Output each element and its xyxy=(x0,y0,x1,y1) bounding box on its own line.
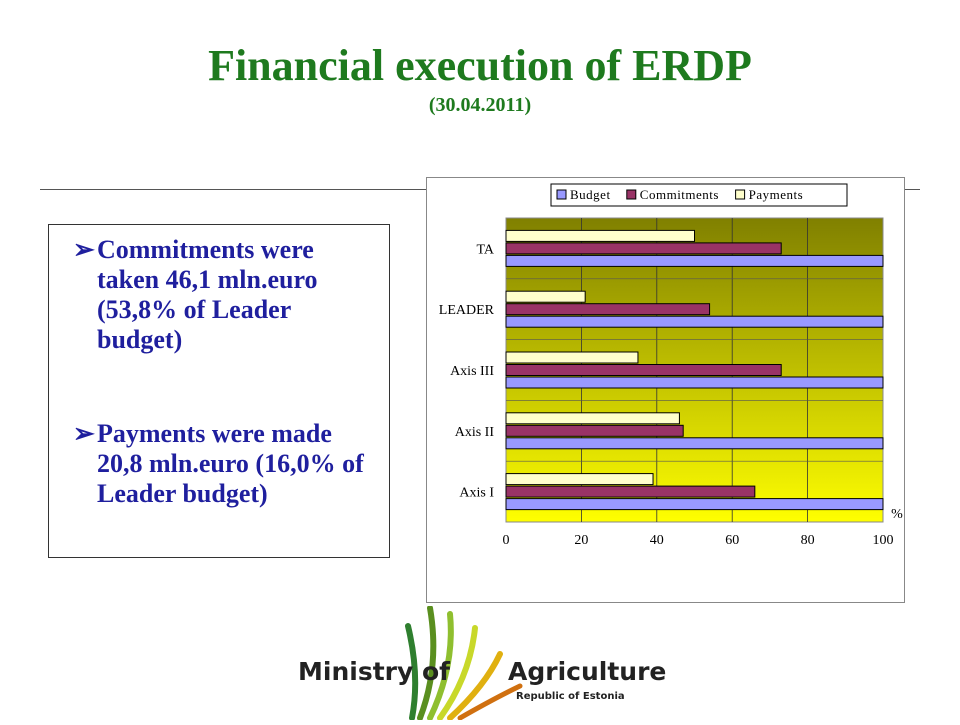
category-label: Axis III xyxy=(450,364,494,379)
x-tick-label: 40 xyxy=(650,533,664,548)
bullet-text: Commitments were taken 46,1 mln.euro (53… xyxy=(97,235,318,354)
bar-commitments xyxy=(505,242,782,255)
legend-label: Budget xyxy=(570,187,611,202)
logo-left-text: Ministry of xyxy=(298,657,451,686)
bar-payments xyxy=(505,290,586,303)
legend-box xyxy=(550,183,848,207)
legend-swatch xyxy=(556,189,567,200)
category-label: Axis II xyxy=(455,425,495,440)
chart-frame: 0 20 40 60 80 100% TA LEADER Axis III Axis II Axis… xyxy=(426,177,905,603)
x-tick-label: 0 xyxy=(503,533,510,548)
slide-subtitle: (30.04.2011) xyxy=(428,94,532,116)
x-unit-label: % xyxy=(891,507,903,522)
bar-payments xyxy=(505,229,695,242)
arrow-bullet-icon: ➢ xyxy=(73,235,95,264)
ministry-logo: Ministry of Agriculture Republic of Esto… xyxy=(290,605,670,721)
bar-commitments xyxy=(505,485,756,498)
bar-chart: 0 20 40 60 80 100% TA LEADER Axis III Axis II Axis… xyxy=(439,183,903,548)
bar-budget xyxy=(505,376,884,389)
summary-text-box: ➢ Commitments were taken 46,1 mln.euro (… xyxy=(48,224,390,558)
category-label: TA xyxy=(476,242,494,257)
legend-swatch xyxy=(735,189,746,200)
x-tick-label: 80 xyxy=(801,533,815,548)
bar-payments xyxy=(505,412,680,425)
legend-label: Commitments xyxy=(640,187,719,202)
bar-budget xyxy=(505,254,884,267)
category-label: Axis I xyxy=(459,486,494,501)
slide-title: Financial execution of ERDP xyxy=(208,41,752,90)
bar-commitments xyxy=(505,424,684,437)
x-tick-label: 60 xyxy=(725,533,739,548)
bullet-text: Payments were made 20,8 mln.euro (16,0% … xyxy=(97,419,364,508)
bullet-commitments: ➢ Commitments were taken 46,1 mln.euro (… xyxy=(73,235,373,355)
bar-commitments xyxy=(505,364,782,376)
bar-payments xyxy=(505,473,654,486)
x-tick-label: 100 xyxy=(873,533,894,548)
legend-label: Payments xyxy=(749,187,804,202)
logo-sub-text: Republic of Estonia xyxy=(516,691,625,702)
bar-commitments xyxy=(505,303,711,316)
legend-swatch xyxy=(626,189,637,200)
arrow-bullet-icon: ➢ xyxy=(73,419,95,448)
bar-budget xyxy=(505,498,884,511)
bullet-payments: ➢ Payments were made 20,8 mln.euro (16,0… xyxy=(73,419,373,509)
x-tick-label: 20 xyxy=(574,533,588,548)
category-label: LEADER xyxy=(439,303,495,318)
bar-budget xyxy=(505,437,884,450)
logo-right-text: Agriculture xyxy=(508,657,666,686)
wheat-logo-icon: Ministry of Agriculture Republic of Esto… xyxy=(298,605,666,721)
bar-budget xyxy=(505,315,884,328)
bar-payments xyxy=(505,351,639,364)
